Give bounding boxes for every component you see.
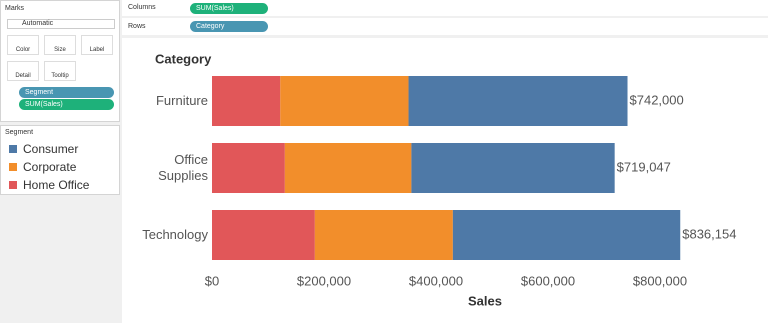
- mark-type: Automatic: [22, 20, 54, 27]
- category-label: Office Supplies: [158, 152, 208, 183]
- columns-pill[interactable]: SUM(Sales): [190, 3, 268, 14]
- category-label: Furniture: [155, 93, 208, 108]
- bar-segment: [212, 143, 285, 193]
- y-axis-title: Category: [155, 51, 212, 66]
- bar-segment: [452, 210, 681, 260]
- segment-pill[interactable]: Segment: [19, 87, 114, 98]
- size-button[interactable]: Size: [44, 35, 76, 55]
- x-tick-label: $200,000: [297, 273, 351, 288]
- bar-segment: [212, 210, 315, 260]
- columns-shelf: Columns SUM(Sales): [122, 0, 768, 16]
- bar-segment: [212, 76, 281, 126]
- x-tick-label: $600,000: [521, 273, 575, 288]
- legend-text: Consumer: [23, 142, 79, 156]
- rows-label: Rows: [128, 23, 146, 30]
- legend-swatch: [9, 145, 17, 153]
- sales-pill[interactable]: SUM(Sales): [19, 99, 114, 110]
- columns-label: Columns: [128, 4, 156, 11]
- category-label: Technology: [142, 227, 208, 242]
- mark-type-dropdown[interactable]: Automatic: [7, 19, 115, 29]
- legend-text: Home Office: [23, 178, 90, 192]
- legend-item[interactable]: Home Office: [9, 178, 89, 192]
- legend-card: Segment Consumer Corporate Home Office: [0, 125, 120, 195]
- marks-title: Marks: [5, 5, 25, 12]
- chart: Category Sales $0 $200,000 $400,000 $600,00…: [155, 51, 736, 308]
- chart-area: Category Sales $0 $200,000 $400,000 $600,00…: [122, 38, 768, 323]
- x-tick-label: $0: [205, 273, 219, 288]
- bar-segment: [411, 143, 615, 193]
- legend-text: Corporate: [23, 160, 77, 174]
- tooltip-button[interactable]: Tooltip: [44, 61, 76, 81]
- legend-swatch: [9, 181, 17, 189]
- legend-item[interactable]: Consumer: [9, 142, 78, 156]
- x-axis-title: Sales: [468, 293, 502, 308]
- total-label: $742,000: [630, 92, 684, 107]
- legend-title: Segment: [5, 129, 34, 136]
- x-tick-label: $400,000: [409, 273, 463, 288]
- legend-swatch: [9, 163, 17, 171]
- rows-pill[interactable]: Category: [190, 21, 268, 32]
- marks-card: Marks Automatic Color Size Label Detail …: [0, 0, 120, 122]
- color-button[interactable]: Color: [7, 35, 39, 55]
- label-button[interactable]: Label: [81, 35, 113, 55]
- bar-segment: [280, 76, 409, 126]
- bar-segment: [314, 210, 453, 260]
- legend-item[interactable]: Corporate: [9, 160, 76, 174]
- rows-shelf: Rows Category: [122, 18, 768, 35]
- bar-segment: [408, 76, 628, 126]
- bar-segment: [284, 143, 412, 193]
- total-label: $719,047: [617, 159, 671, 174]
- detail-button[interactable]: Detail: [7, 61, 39, 81]
- x-tick-label: $800,000: [633, 273, 687, 288]
- total-label: $836,154: [682, 226, 736, 241]
